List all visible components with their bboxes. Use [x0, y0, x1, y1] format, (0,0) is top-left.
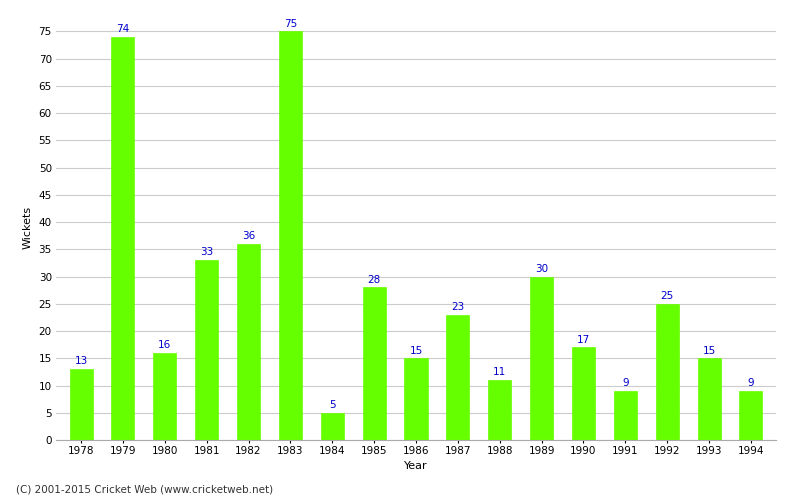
Bar	[195, 260, 218, 440]
Bar	[279, 32, 302, 440]
Text: 36: 36	[242, 231, 255, 241]
Text: 15: 15	[702, 346, 716, 356]
Bar	[405, 358, 427, 440]
Text: 28: 28	[367, 274, 381, 284]
Text: 25: 25	[661, 291, 674, 301]
Bar	[237, 244, 260, 440]
Text: 75: 75	[284, 18, 297, 28]
Bar	[656, 304, 678, 440]
Bar	[154, 353, 176, 440]
Bar	[362, 288, 386, 440]
Text: 33: 33	[200, 248, 214, 258]
Bar	[572, 348, 595, 440]
Bar	[614, 391, 637, 440]
Text: 11: 11	[493, 368, 506, 378]
Text: 16: 16	[158, 340, 171, 350]
Text: 9: 9	[747, 378, 754, 388]
Bar	[698, 358, 721, 440]
Text: 15: 15	[410, 346, 422, 356]
Text: 5: 5	[329, 400, 335, 410]
Text: 74: 74	[116, 24, 130, 34]
Text: (C) 2001-2015 Cricket Web (www.cricketweb.net): (C) 2001-2015 Cricket Web (www.cricketwe…	[16, 485, 273, 495]
Bar	[111, 37, 134, 440]
Bar	[739, 391, 762, 440]
Bar	[530, 276, 553, 440]
Y-axis label: Wickets: Wickets	[23, 206, 33, 249]
Text: 23: 23	[451, 302, 465, 312]
Bar	[488, 380, 511, 440]
Bar	[446, 314, 470, 440]
Text: 9: 9	[622, 378, 629, 388]
Bar	[321, 413, 344, 440]
Text: 30: 30	[535, 264, 548, 274]
X-axis label: Year: Year	[404, 461, 428, 471]
Text: 13: 13	[74, 356, 88, 366]
Text: 17: 17	[577, 334, 590, 344]
Bar	[70, 369, 93, 440]
